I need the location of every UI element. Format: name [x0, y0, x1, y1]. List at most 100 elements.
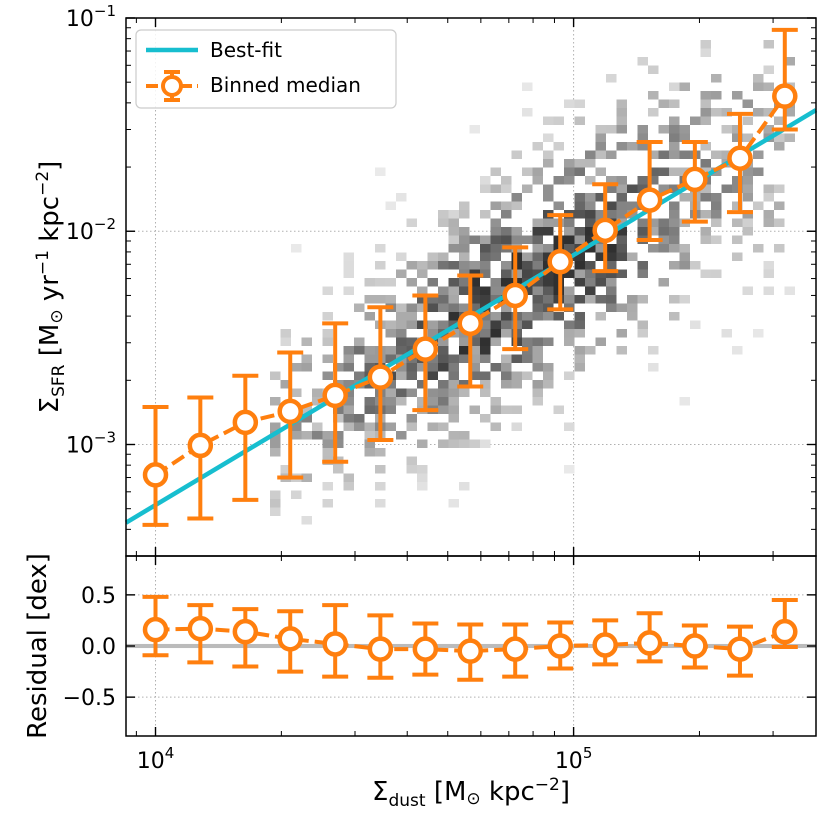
density-cell — [511, 227, 522, 236]
density-cell — [585, 176, 596, 185]
density-cell — [658, 150, 669, 159]
x-tick-label: 104 — [137, 744, 175, 774]
density-cell — [291, 363, 302, 372]
density-cell — [522, 108, 533, 117]
density-cell — [574, 235, 585, 244]
density-cell — [375, 244, 386, 253]
bottom-median-marker — [412, 636, 439, 662]
density-cell — [438, 354, 449, 363]
density-cell — [501, 329, 512, 338]
density-cell — [480, 329, 491, 338]
density-cell — [406, 414, 417, 423]
density-cell — [459, 354, 470, 363]
density-cell — [312, 397, 323, 406]
density-cell — [280, 465, 291, 474]
density-cell — [417, 482, 428, 491]
density-cell — [574, 312, 585, 321]
density-cell — [574, 227, 585, 236]
density-cell — [616, 142, 627, 151]
top-median-marker — [142, 462, 169, 488]
density-cell — [543, 244, 554, 253]
density-cell — [564, 244, 575, 253]
density-cell — [532, 218, 543, 227]
density-cell — [270, 448, 281, 457]
x-tick-label: 105 — [555, 744, 593, 774]
density-cell — [480, 261, 491, 270]
density-cell — [742, 133, 753, 142]
density-cell — [669, 142, 680, 151]
density-cell — [574, 269, 585, 278]
density-cell — [343, 354, 354, 363]
density-cell — [490, 422, 501, 431]
density-cell — [595, 337, 606, 346]
density-cell — [270, 507, 281, 516]
density-cell — [784, 108, 795, 117]
density-cell — [585, 227, 596, 236]
density-cell — [427, 388, 438, 397]
density-cell — [700, 99, 711, 108]
density-cell — [595, 278, 606, 287]
density-cell — [616, 184, 627, 193]
density-cell — [480, 354, 491, 363]
density-cell — [637, 133, 648, 142]
density-cell — [448, 405, 459, 414]
density-cell — [763, 125, 774, 134]
density-cell — [637, 320, 648, 329]
density-cell — [490, 201, 501, 210]
density-cell — [585, 159, 596, 168]
density-cell — [490, 244, 501, 253]
density-cell — [595, 295, 606, 304]
density-cell — [406, 456, 417, 465]
bottom-median-marker — [547, 633, 573, 659]
density-cell — [417, 439, 428, 448]
density-cell — [564, 320, 575, 329]
density-cell — [459, 337, 470, 346]
density-cell — [585, 295, 596, 304]
density-cell — [543, 337, 554, 346]
density-cell — [406, 363, 417, 372]
density-cell — [469, 371, 480, 380]
density-cell — [669, 150, 680, 159]
density-cell — [763, 261, 774, 270]
density-cell — [574, 346, 585, 355]
density-cell — [406, 303, 417, 312]
density-cell — [564, 337, 575, 346]
density-cell — [595, 133, 606, 142]
density-cell — [501, 371, 512, 380]
density-cell — [448, 261, 459, 270]
density-cell — [700, 227, 711, 236]
density-cell — [700, 210, 711, 219]
density-cell — [690, 320, 701, 329]
density-cell — [448, 278, 459, 287]
density-cell — [490, 227, 501, 236]
density-cell — [459, 439, 470, 448]
density-cell — [574, 116, 585, 125]
bottom-y-axis-title: Residual [dex] — [23, 553, 53, 739]
density-cell — [438, 303, 449, 312]
density-cell — [291, 431, 302, 440]
density-cell — [669, 82, 680, 91]
bottom-y-tick-label: −0.5 — [63, 686, 116, 711]
density-cell — [564, 295, 575, 304]
density-cell — [270, 499, 281, 508]
density-cell — [732, 133, 743, 142]
density-cell — [501, 269, 512, 278]
density-cell — [343, 405, 354, 414]
density-cell — [543, 278, 554, 287]
density-cell — [469, 261, 480, 270]
density-cell — [312, 388, 323, 397]
density-cell — [648, 150, 659, 159]
density-cell — [595, 125, 606, 134]
bottom-y-tick-label: 0.5 — [81, 584, 116, 609]
density-cell — [553, 201, 564, 210]
top-median-marker — [412, 336, 439, 362]
density-cell — [732, 235, 743, 244]
density-cell — [543, 380, 554, 389]
density-cell — [406, 261, 417, 270]
density-cell — [763, 40, 774, 49]
density-cell — [669, 244, 680, 253]
density-cell — [480, 337, 491, 346]
density-cell — [354, 337, 365, 346]
density-cell — [763, 65, 774, 74]
density-cell — [543, 133, 554, 142]
